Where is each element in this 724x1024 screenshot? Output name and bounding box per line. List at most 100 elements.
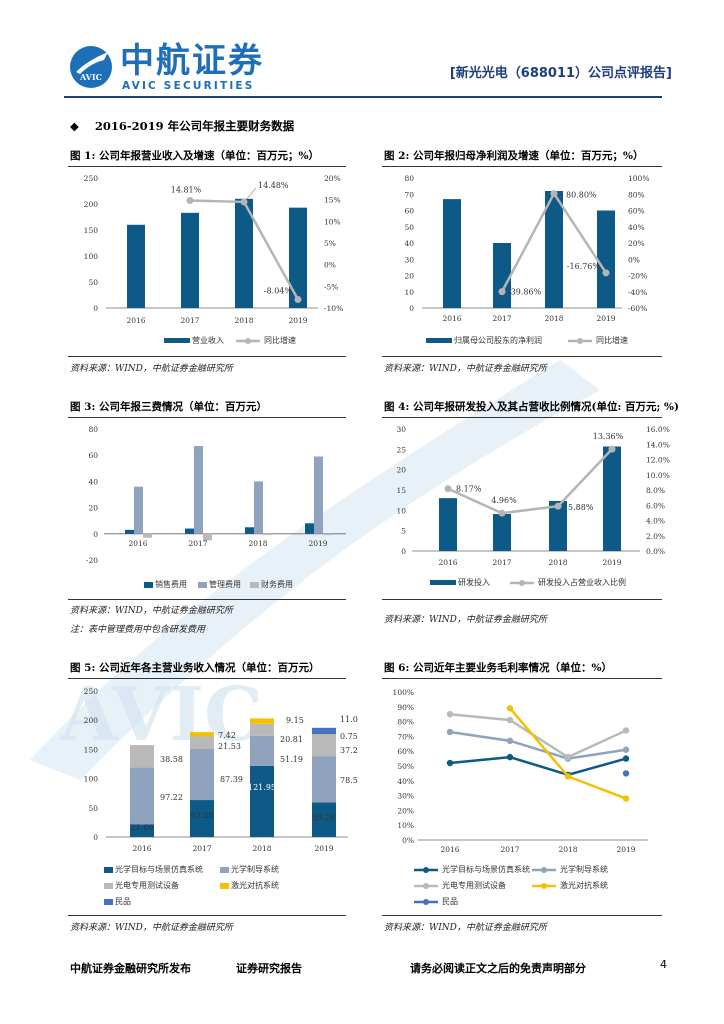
- legend-marker: [423, 899, 429, 905]
- margin-point: [506, 737, 514, 745]
- y-tick-label: 60: [88, 451, 98, 460]
- segment-data-label: 9.15: [286, 716, 304, 725]
- margin-line: [449, 730, 627, 760]
- y-tick-label: 90%: [397, 703, 414, 712]
- y-tick-label: 0: [401, 547, 406, 556]
- y-tick-label: 150: [84, 745, 99, 754]
- y2-tick-label: 5%: [324, 239, 336, 248]
- y-tick-label: 30: [396, 425, 406, 434]
- growth-point: [240, 198, 248, 206]
- fig6-title-rule: [382, 678, 662, 679]
- margin-point: [622, 746, 630, 753]
- y-tick-label: 80%: [397, 718, 414, 727]
- segment-data-label: 38.58: [160, 755, 183, 764]
- y2-tick-label: 60%: [628, 207, 645, 216]
- y2-tick-label: -5%: [324, 282, 338, 291]
- legend-marker: [541, 883, 547, 889]
- growth-point: [550, 190, 558, 198]
- legend-label: 激光对抗系统: [560, 880, 608, 890]
- x-tick-label: 2017: [492, 558, 511, 567]
- x-tick-label: 2016: [440, 845, 459, 854]
- legend-label: 营业收入: [192, 335, 224, 345]
- fig5-bottom-rule: [68, 915, 346, 916]
- fig5-chart: 0 50 100 150 200 250 21.66 63.28 121.95 59.26 97.2…: [84, 687, 358, 906]
- fig6-bottom-rule: [382, 915, 662, 916]
- fig3-chart: -20 0 20 40 60 80 2016 2017 2018 2019 销售费用 管理费用 财务费用: [86, 425, 346, 589]
- segment-bar: [130, 824, 154, 837]
- fig1-title-rule: [68, 166, 346, 167]
- callout-line: [245, 187, 257, 201]
- margin-point: [506, 705, 514, 712]
- expense-bar: [203, 533, 212, 541]
- y2-tick-label: 8.0%: [646, 486, 665, 495]
- legend-marker: [577, 338, 583, 344]
- fig5-title: 图 5: 公司近年各主营业务收入情况（单位：百万元）: [70, 662, 320, 674]
- y-tick-label: 40%: [397, 777, 414, 786]
- expense-bar: [185, 528, 194, 534]
- segment-bar: [190, 732, 214, 737]
- growth-data-label: 14.81%: [171, 185, 202, 194]
- margin-point: [446, 759, 454, 767]
- fig3-note: 注：表中管理费用中包含研发费用: [70, 625, 206, 635]
- y-tick-label: 10%: [397, 821, 414, 830]
- y-tick-label: 50: [88, 804, 98, 813]
- y-tick-label: 100%: [393, 688, 414, 697]
- y2-tick-label: 4.0%: [646, 517, 665, 526]
- rd-ratio-line: [447, 448, 613, 515]
- fig1-source: 资料来源：WIND，中航证券金融研究所: [70, 364, 233, 374]
- y-tick-label: 10: [396, 506, 406, 515]
- y-tick-label: 250: [84, 174, 99, 183]
- segment-bar: [312, 756, 336, 803]
- y2-tick-label: 20%: [324, 174, 341, 183]
- fig2-title-rule: [382, 166, 662, 167]
- fig3-title: 图 3: 公司年报三费情况（单位：百万元）: [70, 401, 267, 413]
- fig2-title: 图 2: 公司年报归母净利润及增速（单位：百万元；%）: [384, 150, 644, 162]
- logo-en: AVIC SECURITIES: [122, 80, 255, 92]
- x-tick-label: 2019: [308, 539, 327, 548]
- fig3-title-rule: [68, 417, 346, 418]
- x-tick-label: 2018: [252, 844, 271, 853]
- expense-bar: [323, 533, 332, 536]
- rd-ratio-data-label: 13.36%: [593, 432, 624, 441]
- y-tick-label: 60: [404, 207, 414, 216]
- fig4-chart: 0 5 10 15 20 25 30 0.0% 2.0% 4.0% 6.0% 8.0% 10.0% 12.…: [396, 425, 670, 587]
- segment-data-label: 0.75: [340, 732, 358, 741]
- legend-swatch: [164, 338, 190, 343]
- fig6-source: 资料来源：WIND，中航证券金融研究所: [384, 923, 547, 933]
- fig2-source: 资料来源：WIND，中航证券金融研究所: [384, 364, 547, 374]
- margin-point: [506, 716, 514, 724]
- expense-bar: [194, 446, 203, 534]
- rd-bar: [603, 446, 621, 551]
- segment-bar: [250, 718, 274, 724]
- avic-logo-icon: AVIC: [70, 46, 112, 88]
- footer-publisher: 中航证券金融研究所发布: [70, 962, 191, 975]
- legend-marker: [245, 338, 251, 344]
- legend-label: 激光对抗系统: [231, 880, 279, 890]
- margin-point: [622, 795, 630, 802]
- segment-data-label: 97.22: [160, 793, 183, 802]
- legend-label: 同比增速: [596, 335, 628, 345]
- segment-data-label: 21.53: [218, 742, 241, 751]
- y-tick-label: 50%: [397, 762, 414, 771]
- y2-tick-label: 0%: [628, 255, 640, 264]
- growth-point: [294, 296, 302, 304]
- y-tick-label: 60%: [397, 747, 414, 756]
- segment-data-label: 59.26: [313, 813, 336, 822]
- header-rule: [64, 96, 662, 98]
- y-tick-label: 70: [404, 190, 414, 199]
- y2-tick-label: -40%: [628, 288, 647, 297]
- y-tick-label: 50: [404, 223, 414, 232]
- header: AVIC 中航证券 AVIC SECURITIES [新光光电（688011）公…: [62, 38, 672, 98]
- y-tick-label: 30%: [397, 792, 414, 801]
- segment-bar: [250, 735, 274, 766]
- footer-disclaimer: 请务必阅读正文之后的免责声明部分: [410, 962, 586, 975]
- margin-point: [564, 753, 572, 761]
- rd-bar: [493, 513, 511, 551]
- expense-bar: [125, 529, 134, 534]
- y-tick-label: 5: [401, 527, 406, 536]
- y-tick-label: 0%: [402, 836, 414, 845]
- x-tick-label: 2018: [234, 316, 253, 325]
- segment-bar: [312, 802, 336, 837]
- y2-tick-label: 14.0%: [646, 440, 670, 449]
- y-tick-label: 25: [396, 445, 406, 454]
